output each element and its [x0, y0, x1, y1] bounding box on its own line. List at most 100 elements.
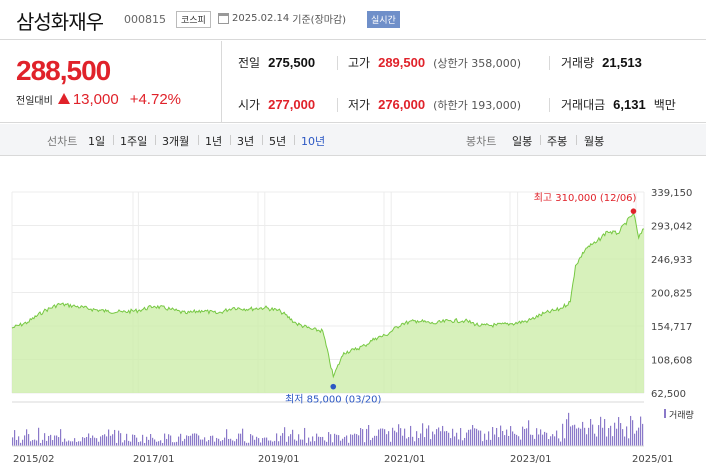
volume-bar [226, 429, 228, 446]
volume-bar [212, 435, 214, 446]
volume-bar [266, 437, 268, 446]
volume-bar [28, 434, 30, 446]
volume-bar [600, 416, 602, 446]
volume-bar [602, 427, 604, 446]
volume-bar [530, 434, 532, 446]
volume-bar [576, 428, 578, 446]
volume-bar [508, 435, 510, 446]
volume-bar [468, 429, 470, 446]
volume-bar [44, 433, 46, 446]
volume-bar [182, 441, 184, 446]
volume-bar [606, 436, 608, 446]
volume-bar [596, 436, 598, 446]
volume-bar [470, 429, 472, 446]
volume-bar [122, 442, 124, 446]
volume-bar [438, 427, 440, 446]
volume-bar [338, 435, 340, 446]
volume-bar [442, 425, 444, 446]
tab-5y[interactable]: 5년 [269, 135, 287, 148]
volume-bar [568, 412, 570, 446]
volume-bar [174, 442, 176, 446]
volume-bar [582, 421, 584, 446]
x-tick-label: 2017/01 [133, 454, 175, 465]
volume-bar [194, 433, 196, 446]
volume-bar [300, 439, 302, 446]
volume-bar [466, 432, 468, 446]
volume-bar [504, 435, 506, 446]
volume-bar [376, 435, 378, 446]
volume-bar [146, 436, 148, 446]
volume-bar [246, 442, 248, 446]
volume-bar [608, 428, 610, 446]
divider [549, 56, 550, 70]
realtime-button[interactable]: 실시간 [367, 11, 400, 28]
divider [337, 98, 338, 112]
volume-bar [566, 419, 568, 446]
stat-volume: 거래량 21,513 [561, 55, 642, 70]
volume-bar [186, 435, 188, 446]
volume-bar [444, 431, 446, 446]
volume-bar [104, 434, 106, 446]
tab-daily[interactable]: 일봉 [512, 135, 533, 148]
volume-bar [424, 437, 426, 446]
volume-bar [640, 416, 642, 446]
tab-10y[interactable]: 10년 [301, 135, 326, 148]
volume-bar [396, 432, 398, 446]
volume-bar [252, 435, 254, 446]
volume-bar [416, 431, 418, 446]
tab-weekly[interactable]: 주봉 [547, 135, 568, 148]
volume-bar [224, 437, 226, 446]
volume-bar [478, 430, 480, 446]
y-tick-label: 293,042 [651, 222, 692, 233]
volume-bar [68, 440, 70, 446]
volume-bar [330, 434, 332, 446]
volume-bar [294, 439, 296, 446]
volume-bar [440, 431, 442, 446]
tab-3y[interactable]: 3년 [237, 135, 255, 148]
volume-bar [162, 442, 164, 446]
divider [337, 56, 338, 70]
volume-bar [560, 441, 562, 446]
volume-bar [382, 428, 384, 446]
volume-bar [222, 440, 224, 446]
volume-bar [354, 433, 356, 446]
volume-bar [102, 435, 104, 446]
tab-1y[interactable]: 1년 [205, 135, 223, 148]
volume-bar [270, 440, 272, 446]
stat-low: 저가 276,000 (하한가 193,000) [348, 97, 522, 112]
y-axis-labels: 339,150 293,042 246,933 200,825 154,717 108,6… [651, 188, 692, 400]
volume-bar [232, 440, 234, 446]
up-triangle-icon [57, 93, 70, 104]
volume-bar [448, 432, 450, 446]
volume-bar [88, 433, 90, 446]
volume-bar [486, 439, 488, 446]
volume-bar [318, 436, 320, 446]
change-percent: +4.72% [129, 91, 181, 108]
volume-bar [436, 429, 438, 446]
volume-bar [130, 441, 132, 446]
volume-bar [404, 428, 406, 446]
price-chart[interactable]: 339,150 293,042 246,933 200,825 154,717 108,6… [0, 156, 706, 472]
volume-bar [66, 441, 68, 446]
volume-bar [450, 438, 452, 446]
volume-bar [14, 430, 16, 446]
volume-bar [284, 427, 286, 446]
volume-bar [570, 426, 572, 446]
tab-1w[interactable]: 1주일 [120, 135, 148, 148]
volume-bar [90, 437, 92, 446]
volume-bar [36, 440, 38, 446]
volume-bar [528, 420, 530, 446]
volume-bar [244, 441, 246, 446]
volume-bar [196, 433, 198, 446]
stat-high: 고가 289,500 (상한가 358,000) [348, 55, 522, 70]
tab-monthly[interactable]: 월봉 [584, 135, 605, 148]
volume-bar [178, 436, 180, 446]
volume-bar [286, 441, 288, 446]
volume-bar [366, 428, 368, 446]
volume-bar [176, 441, 178, 446]
tab-3m[interactable]: 3개월 [162, 135, 190, 148]
tab-1d[interactable]: 1일 [88, 135, 106, 148]
y-tick-label: 108,608 [651, 356, 692, 367]
chart-tabs: 선차트 1일 1주일 3개월 1년 3년 5년 10년 봉차트 일봉 주봉 월봉 [0, 124, 706, 156]
volume-bar [200, 439, 202, 446]
